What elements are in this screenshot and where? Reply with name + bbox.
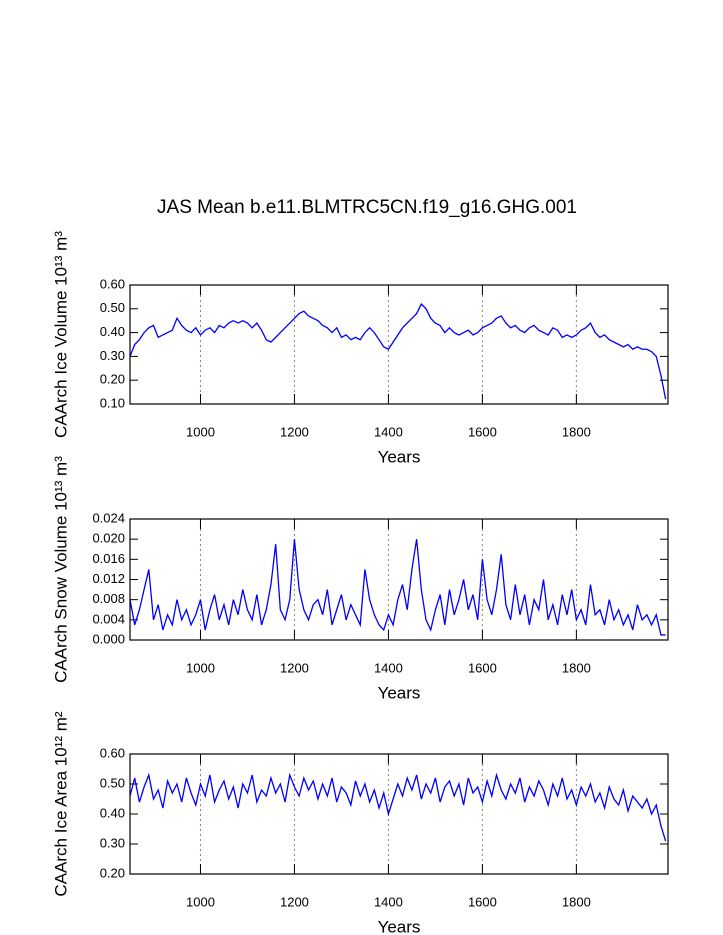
- x-axis-label: Years: [378, 447, 421, 466]
- y-tick-label: 0.20: [100, 865, 125, 880]
- y-tick-label: 0.020: [92, 531, 125, 546]
- data-line: [129, 772, 667, 842]
- x-tick-label: 1800: [562, 660, 591, 675]
- plot-frame: [129, 753, 669, 875]
- y-axis-label: CAArch Ice Volume 10¹³ m³: [51, 231, 70, 438]
- x-tick-label: 1600: [468, 660, 497, 675]
- x-tick-label: 1400: [374, 424, 403, 439]
- y-tick-label: 0.10: [100, 395, 125, 410]
- y-tick-label: 0.60: [100, 745, 125, 760]
- x-tick-label: 1200: [280, 894, 309, 909]
- data-line: [129, 302, 667, 400]
- x-axis-label: Years: [378, 917, 421, 935]
- x-tick-label: 1200: [280, 424, 309, 439]
- x-tick-label: 1400: [374, 660, 403, 675]
- y-tick-label: 0.008: [92, 591, 125, 606]
- title: JAS Mean b.e11.BLMTRC5CN.f19_g16.GHG.001: [157, 197, 577, 218]
- plot-frame: [129, 518, 669, 641]
- y-tick-label: 0.000: [92, 631, 125, 646]
- y-tick-label: 0.012: [92, 571, 125, 586]
- plot-frame: [129, 284, 669, 405]
- x-tick-label: 1000: [186, 660, 215, 675]
- y-tick-label: 0.024: [92, 510, 125, 525]
- y-tick-label: 0.40: [100, 805, 125, 820]
- y-tick-label: 0.50: [100, 775, 125, 790]
- x-tick-label: 1600: [468, 894, 497, 909]
- data-line: [129, 539, 666, 636]
- x-tick-label: 1000: [186, 424, 215, 439]
- x-tick-label: 1200: [280, 660, 309, 675]
- y-tick-label: 0.016: [92, 551, 125, 566]
- y-tick-label: 0.30: [100, 348, 125, 363]
- x-tick-label: 1800: [562, 424, 591, 439]
- y-tick-label: 0.40: [100, 324, 125, 339]
- y-axis-label: CAArch Ice Area 10¹² m²: [51, 711, 70, 897]
- x-tick-label: 1800: [562, 894, 591, 909]
- y-tick-label: 0.30: [100, 835, 125, 850]
- y-tick-label: 0.60: [100, 276, 125, 291]
- y-tick-label: 0.50: [100, 300, 125, 315]
- x-tick-label: 1600: [468, 424, 497, 439]
- x-tick-label: 1400: [374, 894, 403, 909]
- y-tick-label: 0.20: [100, 372, 125, 387]
- y-tick-label: 0.004: [92, 611, 125, 626]
- y-axis-label: CAArch Snow Volume 10¹³ m³: [51, 456, 70, 683]
- x-axis-label: Years: [378, 683, 421, 702]
- x-tick-label: 1000: [186, 894, 215, 909]
